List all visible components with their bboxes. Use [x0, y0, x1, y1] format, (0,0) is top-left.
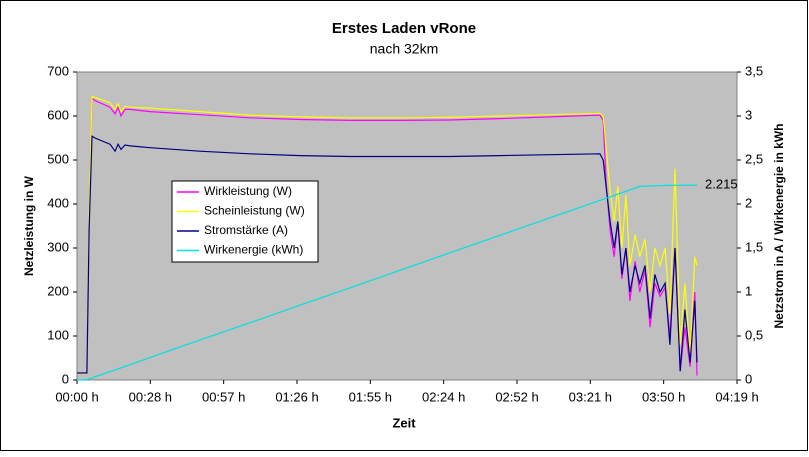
legend-box — [171, 180, 319, 263]
legend-label: Scheinleistung (W) — [204, 204, 305, 218]
legend-label: Wirkenergie (kWh) — [204, 243, 303, 257]
legend-label: Stromstärke (A) — [204, 223, 288, 237]
x-tick-label: 00:57 h — [202, 389, 245, 404]
y-tick-label: 300 — [47, 239, 69, 254]
series-line — [76, 184, 697, 381]
y2-tick-label: 2,5 — [745, 151, 763, 166]
y-axis-label: Netzleistung in W — [22, 175, 36, 276]
y2-tick-label: 3 — [745, 107, 752, 122]
chart-subtitle: nach 32km — [370, 41, 438, 57]
x-axis-label: Zeit — [392, 415, 416, 430]
series-line — [77, 135, 698, 374]
y2-axis-label: Netzstrom in A / Wirkenergie in kWh — [772, 123, 786, 328]
x-tick-label: 00:00 h — [55, 389, 98, 404]
data-label: 2.215 — [705, 177, 738, 192]
legend-label: Wirkleistung (W) — [204, 184, 292, 198]
x-tick-label: 01:26 h — [275, 389, 318, 404]
y2-tick-label: 3,5 — [745, 63, 763, 78]
series-line — [77, 95, 698, 374]
x-tick-label: 04:19 h — [715, 389, 758, 404]
x-tick-label: 03:21 h — [569, 389, 612, 404]
y-tick-label: 400 — [47, 195, 69, 210]
y-tick-label: 100 — [47, 327, 69, 342]
y2-tick-label: 0,5 — [745, 327, 763, 342]
y2-tick-label: 1 — [745, 283, 752, 298]
y-tick-label: 0 — [62, 371, 69, 386]
y-tick-label: 600 — [47, 107, 69, 122]
y2-tick-label: 0 — [745, 371, 752, 386]
x-tick-label: 03:50 h — [642, 389, 685, 404]
y2-tick-label: 1,5 — [745, 239, 763, 254]
x-tick-label: 02:52 h — [495, 389, 538, 404]
y-tick-label: 700 — [47, 63, 69, 78]
x-tick-label: 00:28 h — [129, 389, 172, 404]
chart-title: Erstes Laden vRone — [332, 20, 476, 37]
x-tick-label: 01:55 h — [349, 389, 392, 404]
y-tick-label: 200 — [47, 283, 69, 298]
x-tick-label: 02:24 h — [422, 389, 465, 404]
y2-tick-label: 2 — [745, 195, 752, 210]
y-tick-label: 500 — [47, 151, 69, 166]
